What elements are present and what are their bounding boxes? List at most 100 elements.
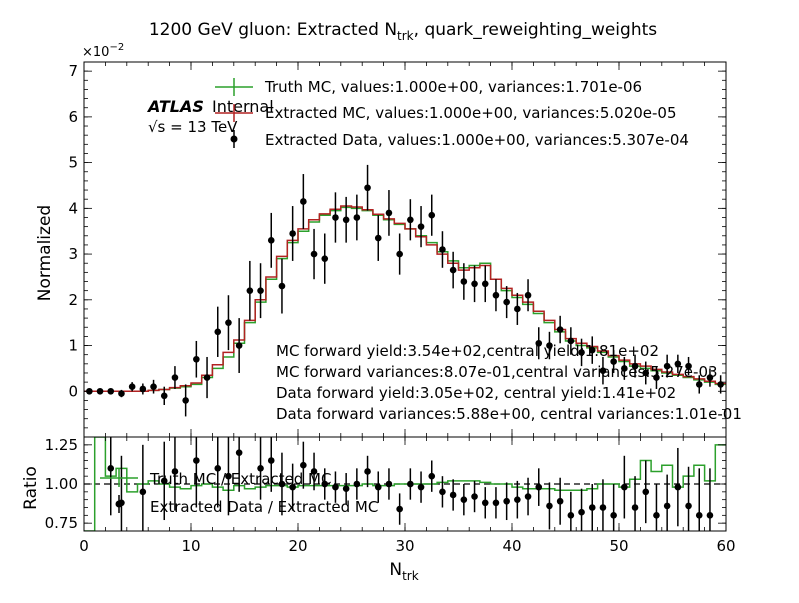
ratio-y-axis-label: Ratio [21, 466, 41, 510]
data-point-main [235, 342, 243, 349]
data-point-main [717, 381, 724, 388]
data-point-ratio [706, 512, 714, 519]
y-tick-label: 5 [68, 154, 78, 172]
data-point-main [428, 211, 436, 219]
x-tick-label: 60 [716, 537, 735, 555]
data-point-main [685, 362, 692, 370]
svg-text:Extracted MC, values:1.000e+00: Extracted MC, values:1.000e+00, variance… [265, 104, 677, 122]
data-point-main [492, 291, 500, 299]
data-point-ratio [642, 488, 650, 496]
data-point-main [588, 346, 596, 354]
y-tick-label: 1.25 [45, 436, 78, 454]
data-point-ratio [535, 483, 543, 491]
data-point-main [524, 291, 532, 299]
data-point-ratio [278, 480, 286, 488]
svg-text:Truth MC / Extracted MC: Truth MC / Extracted MC [149, 470, 331, 488]
data-point-main [300, 198, 307, 205]
legend-item-truth-mc: Truth MC, values:1.000e+00, variances:1.… [215, 78, 642, 96]
data-point-ratio [674, 483, 682, 491]
data-point-ratio [235, 449, 243, 456]
y-tick-label: 1 [68, 337, 78, 355]
annotation-line-4: Data forward variances:5.88e+00, central… [276, 405, 742, 423]
data-point-ratio [214, 465, 222, 472]
data-point-main [96, 387, 104, 395]
data-point-main [171, 374, 179, 381]
atlas-label: ATLAS [146, 97, 204, 116]
data-point-main [653, 374, 660, 381]
data-point-ratio [321, 480, 329, 488]
data-point-main [364, 184, 371, 192]
data-point-main [706, 374, 714, 381]
y-tick-label: 0 [68, 382, 78, 400]
data-point-main [353, 214, 361, 221]
data-point-main [374, 234, 382, 242]
data-point-main [481, 280, 489, 288]
data-point-ratio [342, 485, 350, 493]
x-tick-label: 20 [288, 537, 307, 555]
data-point-main [471, 280, 478, 288]
data-point-main [407, 216, 414, 224]
data-point-ratio [385, 480, 393, 488]
data-point-ratio [300, 461, 307, 469]
data-point-ratio [257, 465, 264, 472]
legend-item-extracted-mc: Extracted MC, values:1.000e+00, variance… [215, 104, 677, 122]
data-point-main [663, 362, 671, 370]
data-point-ratio [289, 483, 296, 491]
data-point-ratio [685, 502, 692, 510]
data-point-ratio [610, 512, 617, 519]
data-point-ratio [353, 480, 361, 488]
x-tick-label: 10 [181, 537, 200, 555]
data-point-main [631, 362, 639, 370]
data-point-main [257, 287, 264, 294]
data-point-ratio [556, 497, 564, 505]
data-point-ratio [139, 488, 147, 496]
data-point-main [246, 287, 254, 294]
data-point-ratio [653, 512, 660, 519]
data-point-ratio [428, 472, 436, 480]
step-series-main-1 [84, 205, 726, 393]
data-point-ratio [481, 499, 489, 507]
data-point-ratio [332, 483, 339, 491]
data-point-main [610, 358, 617, 365]
x-tick-label: 0 [79, 537, 89, 555]
main-y-axis-label: Normalized [35, 205, 55, 301]
x-axis-label: Ntrk [389, 560, 418, 583]
annotation-line-2: MC forward variances:8.07e-01,central va… [276, 363, 718, 381]
step-series-ratio-0 [84, 437, 726, 531]
data-point-ratio [267, 457, 275, 464]
legend-item-extracted-data: Extracted Data, values:1.000e+00, varian… [230, 130, 689, 149]
y-tick-label: 3 [68, 245, 78, 263]
data-point-ratio [503, 497, 510, 505]
svg-text:Extracted Data, values:1.000e+: Extracted Data, values:1.000e+00, varian… [265, 131, 689, 149]
ratio-legend-item-data: Extracted Data / Extracted MC [115, 495, 378, 516]
data-point-main [396, 250, 403, 258]
data-point-main [546, 342, 553, 349]
data-point-ratio [374, 483, 382, 491]
data-point-main [599, 367, 607, 374]
data-point-main [128, 383, 136, 390]
data-point-main [514, 305, 521, 313]
data-point-main [107, 387, 115, 395]
y-tick-label: 7 [68, 62, 78, 80]
data-point-ratio [396, 505, 403, 513]
x-tick-label: 40 [502, 537, 521, 555]
data-point-main [695, 381, 703, 388]
data-point-ratio [578, 508, 585, 516]
svg-text:Truth MC, values:1.000e+00, va: Truth MC, values:1.000e+00, variances:1.… [264, 78, 642, 96]
data-point-ratio [407, 480, 414, 488]
data-point-ratio [514, 496, 521, 503]
ratio-legend-item-truth: Truth MC / Extracted MC [100, 469, 331, 488]
y-tick-label: 2 [68, 291, 78, 309]
data-point-ratio [310, 468, 318, 475]
ratio-plot-panel: 0 10 20 30 40 50 60 0.75 1.00 1.25 [45, 436, 736, 555]
atlas-internal-label: Internal [212, 97, 274, 116]
data-point-ratio [546, 502, 553, 510]
data-point-main [621, 365, 628, 372]
energy-label: √s = 13 TeV [148, 118, 238, 136]
data-point-main [267, 237, 275, 244]
ratio-legend: Truth MC / Extracted MC Extracted Data /… [100, 469, 378, 516]
data-point-main [118, 390, 125, 397]
data-point-ratio [631, 504, 639, 511]
data-point-main [342, 216, 350, 224]
